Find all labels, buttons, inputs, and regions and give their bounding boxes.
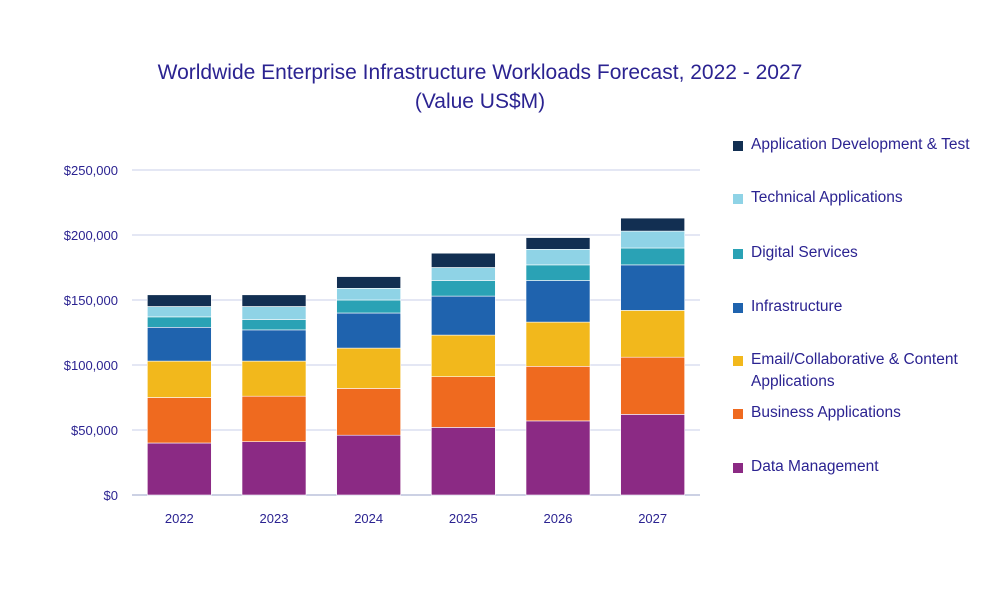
legend-label: Technical Applications bbox=[751, 189, 903, 206]
bar-segment bbox=[525, 249, 591, 266]
bar-segment bbox=[241, 294, 307, 307]
bar-segment bbox=[525, 321, 591, 367]
legend-swatch bbox=[733, 249, 743, 259]
bar-segment bbox=[620, 310, 685, 358]
legend-label: Digital Services bbox=[751, 244, 858, 261]
legend-label: Business Applications bbox=[751, 404, 901, 421]
legend-swatch bbox=[733, 463, 743, 473]
bar-segment bbox=[620, 264, 685, 311]
bar-segment bbox=[620, 230, 685, 249]
bar-segment bbox=[336, 434, 401, 496]
bar-segment bbox=[241, 306, 307, 320]
x-tick-label: 2025 bbox=[449, 511, 478, 526]
bar-segment bbox=[147, 316, 212, 328]
legend-swatch bbox=[733, 141, 743, 151]
bar-segment bbox=[241, 329, 307, 362]
x-tick-label: 2024 bbox=[354, 511, 383, 526]
bar-segment bbox=[431, 280, 496, 297]
bar-segment bbox=[431, 427, 496, 496]
legend-swatch bbox=[733, 194, 743, 204]
y-tick-label: $250,000 bbox=[64, 163, 118, 178]
chart-title: Worldwide Enterprise Infrastructure Work… bbox=[60, 58, 900, 116]
bar-segment bbox=[525, 264, 591, 281]
bar-segment bbox=[525, 237, 591, 250]
chart-subtitle: (Value US$M) bbox=[414, 90, 546, 113]
bar-segment bbox=[620, 217, 685, 232]
bar-segment bbox=[525, 420, 591, 496]
y-tick-label: $150,000 bbox=[64, 293, 118, 308]
y-tick-label: $200,000 bbox=[64, 228, 118, 243]
bar-segment bbox=[147, 360, 212, 398]
bar-segment bbox=[336, 388, 401, 436]
x-tick-label: 2026 bbox=[544, 511, 573, 526]
legend-label: Email/Collaborative & Content Applicatio… bbox=[751, 351, 958, 390]
bar-segment bbox=[336, 299, 401, 314]
legend-label: Application Development & Test bbox=[751, 136, 970, 153]
x-tick-label: 2022 bbox=[165, 511, 194, 526]
bar-segment bbox=[336, 312, 401, 349]
bar-segment bbox=[147, 397, 212, 444]
legend-swatch bbox=[733, 356, 743, 366]
bar-segment bbox=[147, 326, 212, 362]
bar-segment bbox=[147, 306, 212, 318]
bar-segment bbox=[241, 441, 307, 496]
bar-segment bbox=[431, 334, 496, 378]
x-tick-label: 2027 bbox=[638, 511, 667, 526]
bar-segment bbox=[431, 267, 496, 281]
bar-segment bbox=[620, 414, 685, 496]
y-tick-label: $50,000 bbox=[71, 423, 118, 438]
bar-segment bbox=[336, 276, 401, 289]
legend-label: Data Management bbox=[751, 458, 879, 475]
bar-segment bbox=[431, 376, 496, 428]
bar-segment bbox=[241, 395, 307, 443]
bar-segment bbox=[525, 280, 591, 323]
bar-segment bbox=[147, 294, 212, 307]
y-tick-label: $100,000 bbox=[64, 358, 118, 373]
bar-segment bbox=[336, 347, 401, 389]
legend-label: Infrastructure bbox=[751, 298, 843, 315]
bar-segment bbox=[336, 287, 401, 301]
x-tick-label: 2023 bbox=[260, 511, 289, 526]
legend-swatch bbox=[733, 409, 743, 419]
bar-segment bbox=[431, 295, 496, 336]
bar-segment bbox=[620, 356, 685, 415]
bar-segment bbox=[241, 319, 307, 331]
bar-segment bbox=[241, 360, 307, 397]
y-tick-label: $0 bbox=[104, 488, 118, 503]
legend-swatch bbox=[733, 303, 743, 313]
bar-segment bbox=[620, 247, 685, 266]
bar-segment bbox=[525, 365, 591, 422]
bar-segment bbox=[147, 442, 212, 496]
chart-title-main: Worldwide Enterprise Infrastructure Work… bbox=[157, 61, 803, 84]
bar-segment bbox=[431, 252, 496, 268]
